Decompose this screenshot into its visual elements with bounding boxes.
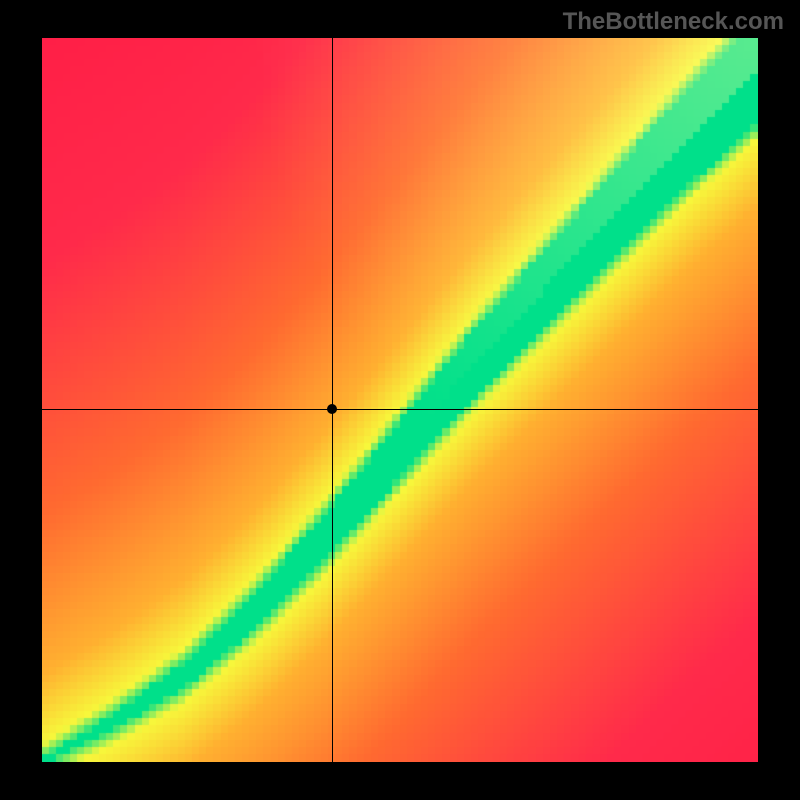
heatmap-chart bbox=[42, 38, 758, 762]
crosshair-horizontal bbox=[42, 409, 758, 410]
heatmap-canvas bbox=[42, 38, 758, 762]
crosshair-vertical bbox=[332, 38, 333, 762]
crosshair-point bbox=[327, 404, 337, 414]
watermark-text: TheBottleneck.com bbox=[563, 8, 784, 36]
